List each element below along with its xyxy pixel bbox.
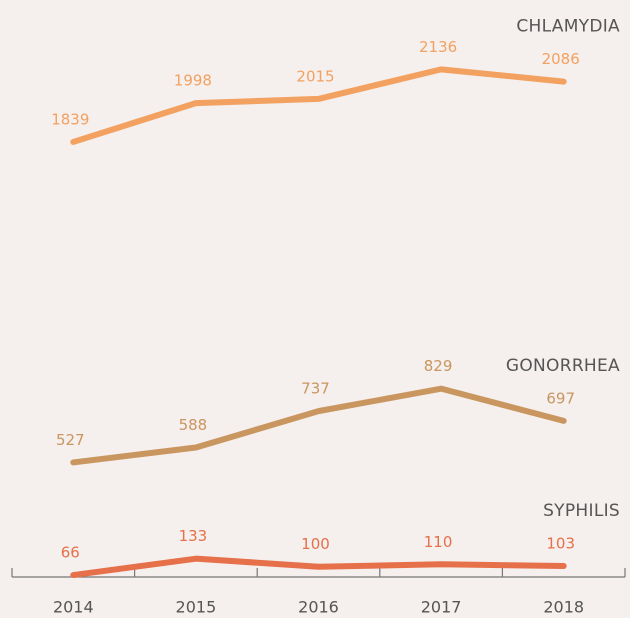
value-label: 588 xyxy=(179,416,208,434)
value-label: 2086 xyxy=(542,50,580,68)
value-label: 829 xyxy=(424,357,453,375)
x-tick-label: 2016 xyxy=(298,598,339,617)
x-tick-label: 2018 xyxy=(543,598,584,617)
value-label: 103 xyxy=(546,535,575,553)
value-label: 2136 xyxy=(419,38,457,56)
value-label: 66 xyxy=(61,544,80,562)
value-label: 697 xyxy=(546,389,575,407)
value-label: 110 xyxy=(424,533,453,551)
value-label: 737 xyxy=(301,380,330,398)
value-label: 1839 xyxy=(51,110,89,128)
series-name: CHLAMYDIA xyxy=(516,17,620,37)
x-tick-label: 2015 xyxy=(176,598,217,617)
value-label: 100 xyxy=(301,535,330,553)
value-label: 1998 xyxy=(174,72,212,90)
series-line xyxy=(70,385,567,466)
series-line xyxy=(70,555,567,579)
value-label: 2015 xyxy=(296,67,334,85)
x-tick-label: 2017 xyxy=(421,598,462,617)
series-name: SYPHILIS xyxy=(543,501,620,521)
value-label: 133 xyxy=(179,527,208,545)
series-line xyxy=(70,66,567,145)
series-name: GONORRHEA xyxy=(506,356,620,376)
x-tick-label: 2014 xyxy=(53,598,94,617)
value-label: 527 xyxy=(56,431,85,449)
